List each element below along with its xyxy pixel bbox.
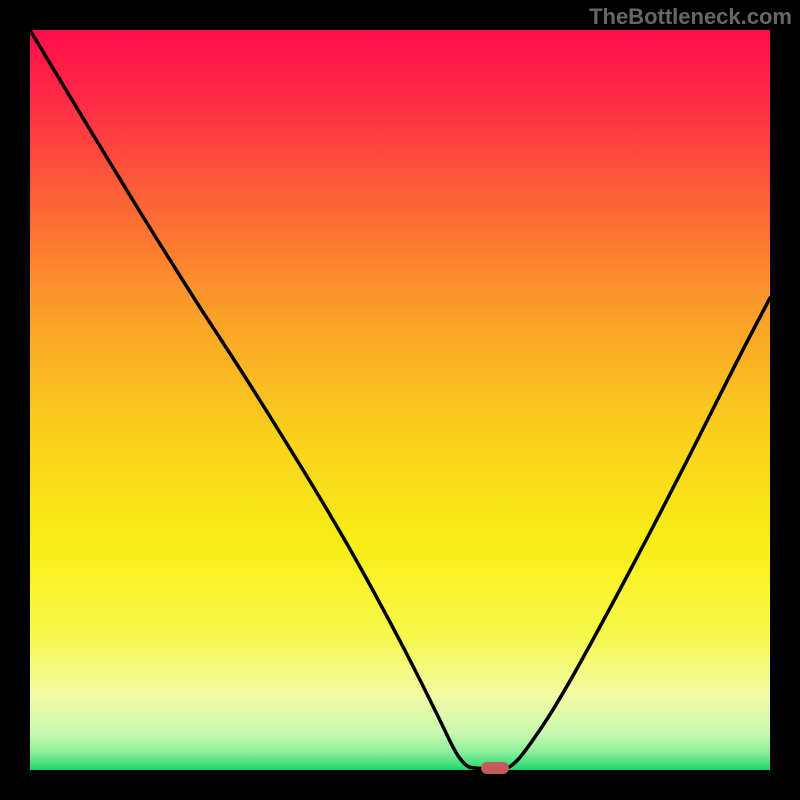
gradient-background [30, 30, 770, 770]
chart-container: TheBottleneck.com [0, 0, 800, 800]
optimal-marker [481, 762, 509, 774]
watermark-text: TheBottleneck.com [589, 4, 792, 30]
bottleneck-chart [0, 0, 800, 800]
